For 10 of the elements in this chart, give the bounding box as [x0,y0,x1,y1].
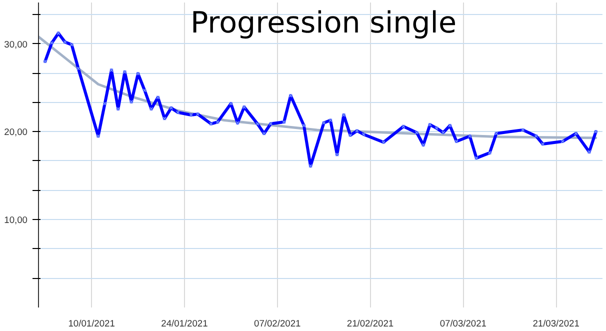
y-tick-label: 20,00 [4,127,28,138]
y-tick-label: 30,00 [4,39,28,50]
x-tick-label: 24/01/2021 [161,318,208,328]
y-tick-label: 10,00 [4,215,28,226]
x-tick-label: 07/03/2021 [440,318,487,328]
x-tick-label: 21/03/2021 [532,318,580,328]
chart-title: Progression single [190,6,457,40]
x-tick-label: 07/02/2021 [254,318,301,328]
x-tick-label: 10/01/2021 [68,318,115,328]
x-tick-label: 21/02/2021 [346,318,394,328]
